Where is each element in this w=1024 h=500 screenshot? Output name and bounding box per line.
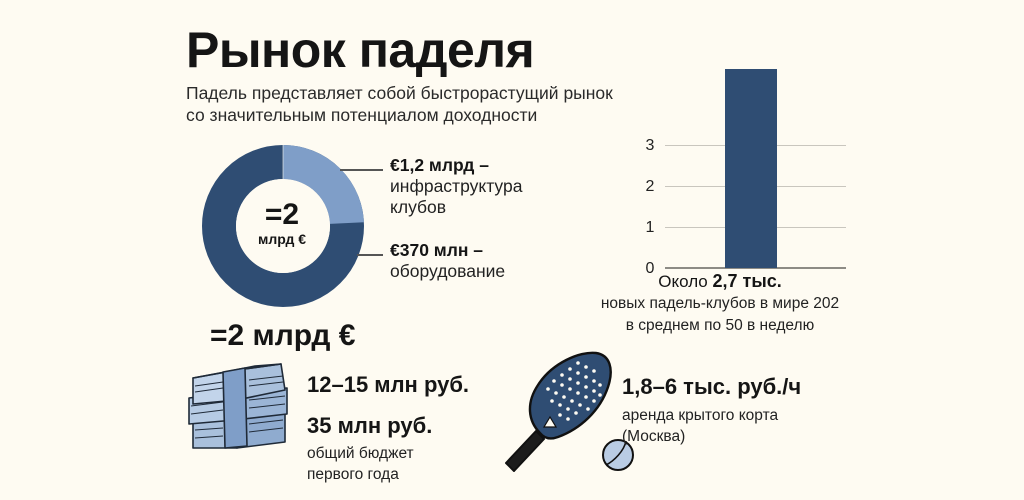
subtitle-line-2: со значительным потенциалом доходности	[186, 105, 538, 125]
clubs-bar-chart: 3 2 1 0	[640, 60, 860, 280]
market-total: =2 млрд €	[210, 319, 356, 352]
connector-line-equipment	[357, 254, 383, 256]
chart-caption-line-2: новых падель-клубов в мире 202	[600, 295, 840, 312]
budget-note: общий бюджет первого года	[307, 443, 414, 485]
caption-value: 2,7 тыс.	[712, 271, 782, 291]
rent-note-line-1: аренда крытого корта	[622, 407, 779, 424]
donut-center-unit: млрд €	[257, 231, 306, 247]
connector-line-infrastructure	[340, 169, 383, 171]
y-tick-0: 0	[645, 260, 655, 277]
rent-note-line-2: (Москва)	[622, 428, 686, 445]
subtitle-line-1: Падель представляет собой быстрорастущий…	[186, 83, 613, 103]
legend-infrastructure-label-1: инфраструктура	[390, 176, 523, 196]
padel-racket-icon	[505, 351, 634, 472]
legend-equipment-value: €370 млн –	[390, 240, 484, 260]
bar-new-clubs	[725, 69, 777, 268]
page-subtitle: Падель представляет собой быстрорастущий…	[186, 82, 706, 126]
chart-caption-line-3: в среднем по 50 в неделю	[625, 317, 815, 334]
money-stack-icon	[188, 363, 288, 449]
budget-range: 12–15 млн руб.	[307, 372, 470, 397]
y-tick-1: 1	[645, 219, 655, 236]
market-donut-chart	[202, 145, 364, 307]
y-tick-3: 3	[645, 137, 655, 154]
donut-center-label: =2 млрд €	[240, 200, 324, 248]
legend-infrastructure: €1,2 млрд – инфраструктура клубов	[390, 155, 522, 218]
legend-infrastructure-value: €1,2 млрд –	[390, 155, 489, 175]
y-tick-2: 2	[645, 178, 655, 195]
rent-note: аренда крытого корта (Москва)	[622, 405, 778, 447]
budget-note-line-2: первого года	[307, 466, 399, 483]
page-title: Рынок паделя	[186, 22, 535, 78]
rent-price: 1,8–6 тыс. руб./ч	[622, 374, 802, 399]
legend-equipment: €370 млн – оборудование	[390, 240, 505, 282]
legend-equipment-label: оборудование	[390, 261, 506, 281]
budget-total: 35 млн руб.	[307, 413, 433, 438]
legend-infrastructure-label-2: клубов	[390, 197, 447, 217]
caption-prefix: Около	[658, 272, 713, 291]
donut-center-value: =2	[264, 198, 300, 231]
chart-caption: Около 2,7 тыс. новых падель-клубов в мир…	[560, 270, 880, 337]
budget-note-line-1: общий бюджет	[307, 445, 414, 462]
chart-caption-headline: Около 2,7 тыс.	[560, 270, 880, 293]
